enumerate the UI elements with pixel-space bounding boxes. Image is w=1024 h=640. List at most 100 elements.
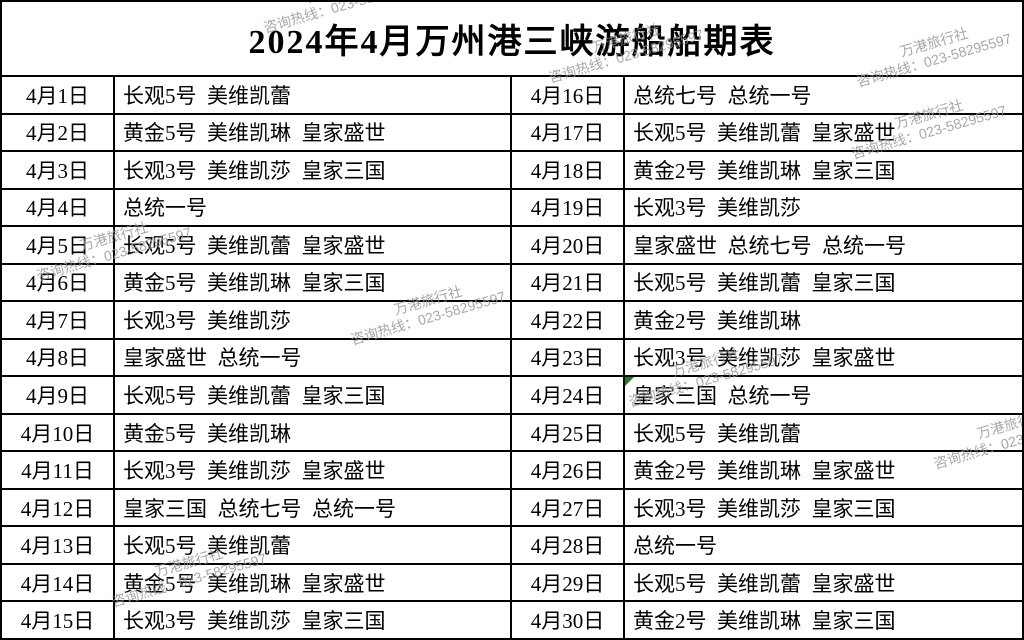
ship-names-text: 黄金5号 美维凯琳 皇家盛世 [123,571,386,596]
ship-names-text: 长观3号 美维凯莎 皇家三国 [633,496,896,521]
ship-names-text: 长观3号 美维凯莎 皇家三国 [123,609,386,634]
schedule-row: 4月10日 黄金5号 美维凯琳 [2,414,510,453]
ships-cell: 长观3号 美维凯莎 皇家盛世 [115,452,510,488]
date-cell: 4月17日 [512,114,625,151]
ships-cell: 黄金5号 美维凯琳 皇家盛世 [115,115,510,151]
ship-names-text: 皇家三国 总统一号 [633,384,812,409]
ships-cell: 长观3号 美维凯莎 [115,302,510,338]
ship-names-text: 长观5号 美维凯蕾 皇家盛世 [633,121,896,146]
ship-names-text: 黄金5号 美维凯琳 皇家盛世 [123,121,386,146]
date-cell: 4月23日 [512,339,625,376]
ships-cell: 皇家盛世 总统一号 [115,340,510,376]
schedule-row: 4月30日 黄金2号 美维凯琳 皇家三国 [512,602,1022,638]
ships-cell: 黄金2号 美维凯琳 [625,302,1022,338]
date-cell: 4月3日 [2,152,115,188]
schedule-row: 4月5日 长观5号 美维凯蕾 皇家盛世 [2,227,510,265]
ships-cell: 皇家盛世 总统七号 总统一号 [625,227,1022,263]
date-cell: 4月11日 [2,452,115,488]
schedule-row: 4月9日 长观5号 美维凯蕾 皇家三国 [2,377,510,415]
ships-cell: 长观5号 美维凯蕾 皇家三国 [115,377,510,413]
schedule-row: 4月12日 皇家三国 总统七号 总统一号 [2,489,510,528]
ships-cell: 黄金2号 美维凯琳 皇家三国 [625,152,1022,188]
ship-names-text: 长观3号 美维凯莎 皇家盛世 [123,459,386,484]
ships-cell: 长观3号 美维凯莎 皇家三国 [115,152,510,188]
ships-cell: 长观5号 美维凯蕾 皇家盛世 [625,115,1022,151]
schedule-column-first-half: 4月1日 长观5号 美维凯蕾 4月2日 黄金5号 美维凯琳 皇家盛世 4月3日 … [2,77,512,638]
ships-cell: 黄金5号 美维凯琳 皇家三国 [115,265,510,301]
schedule-row: 4月7日 长观3号 美维凯莎 [2,302,510,340]
date-cell: 4月24日 [512,377,625,413]
schedule-row: 4月22日 黄金2号 美维凯琳 [512,302,1022,340]
date-cell: 4月4日 [2,189,115,226]
date-cell: 4月21日 [512,264,625,301]
ships-cell: 总统一号 [115,190,510,226]
schedule-row: 4月21日 长观5号 美维凯蕾 皇家三国 [512,264,1022,303]
ship-names-text: 长观3号 美维凯莎 皇家三国 [123,158,386,183]
schedule-row: 4月15日 长观3号 美维凯莎 皇家三国 [2,602,510,638]
schedule-row: 4月26日 黄金2号 美维凯琳 皇家盛世 [512,452,1022,490]
date-cell: 4月19日 [512,189,625,226]
date-cell: 4月7日 [2,302,115,338]
date-cell: 4月15日 [2,602,115,638]
schedule-column-second-half: 4月16日 总统七号 总统一号 4月17日 长观5号 美维凯蕾 皇家盛世 4月1… [512,77,1022,638]
date-cell: 4月25日 [512,414,625,451]
ship-names-text: 黄金5号 美维凯琳 皇家三国 [123,271,386,296]
ship-names-text: 皇家盛世 总统七号 总统一号 [633,233,906,258]
ship-names-text: 黄金2号 美维凯琳 皇家三国 [633,158,896,183]
ship-names-text: 长观5号 美维凯蕾 [123,534,291,559]
ship-names-text: 黄金2号 美维凯琳 [633,308,801,333]
ships-cell: 长观5号 美维凯蕾 [115,527,510,563]
ship-names-text: 长观5号 美维凯蕾 皇家盛世 [633,571,896,596]
date-cell: 4月5日 [2,227,115,263]
ships-cell: 长观5号 美维凯蕾 皇家盛世 [625,565,1022,601]
schedule-row: 4月1日 长观5号 美维凯蕾 [2,77,510,115]
schedule-row: 4月13日 长观5号 美维凯蕾 [2,527,510,565]
schedule-row: 4月6日 黄金5号 美维凯琳 皇家三国 [2,264,510,303]
ships-cell: 总统七号 总统一号 [625,77,1022,113]
ships-cell: 皇家三国 总统一号 [625,377,1022,413]
date-cell: 4月18日 [512,152,625,188]
date-cell: 4月30日 [512,602,625,638]
ship-names-text: 长观3号 美维凯莎 [633,196,801,221]
ship-names-text: 黄金2号 美维凯琳 皇家三国 [633,609,896,634]
schedule-row: 4月14日 黄金5号 美维凯琳 皇家盛世 [2,564,510,603]
ship-names-text: 长观5号 美维凯蕾 [633,421,801,446]
date-cell: 4月1日 [2,77,115,113]
schedule-row: 4月19日 长观3号 美维凯莎 [512,189,1022,228]
ship-names-text: 长观5号 美维凯蕾 皇家盛世 [123,233,386,258]
ships-cell: 长观3号 美维凯莎 皇家三国 [625,490,1022,526]
schedule-row: 4月4日 总统一号 [2,189,510,228]
ship-names-text: 总统一号 [633,534,717,559]
date-cell: 4月6日 [2,264,115,301]
ships-cell: 长观3号 美维凯莎 皇家盛世 [625,340,1022,376]
ships-cell: 黄金2号 美维凯琳 皇家三国 [625,602,1022,638]
schedule-row: 4月18日 黄金2号 美维凯琳 皇家三国 [512,152,1022,190]
date-cell: 4月13日 [2,527,115,563]
schedule-row: 4月16日 总统七号 总统一号 [512,77,1022,115]
ships-cell: 皇家三国 总统七号 总统一号 [115,490,510,526]
ships-cell: 黄金5号 美维凯琳 [115,415,510,451]
ship-names-text: 黄金2号 美维凯琳 皇家盛世 [633,459,896,484]
schedule-row: 4月27日 长观3号 美维凯莎 皇家三国 [512,489,1022,528]
ship-names-text: 皇家三国 总统七号 总统一号 [123,496,396,521]
schedule-row: 4月20日 皇家盛世 总统七号 总统一号 [512,227,1022,265]
ships-cell: 长观5号 美维凯蕾 皇家三国 [625,265,1022,301]
schedule-row: 4月29日 长观5号 美维凯蕾 皇家盛世 [512,564,1022,603]
date-cell: 4月16日 [512,77,625,113]
date-cell: 4月22日 [512,302,625,338]
ships-cell: 长观5号 美维凯蕾 [625,415,1022,451]
date-cell: 4月29日 [512,564,625,601]
page-title: 2024年4月万州港三峡游船船期表 [2,2,1022,77]
schedule-row: 4月3日 长观3号 美维凯莎 皇家三国 [2,152,510,190]
date-cell: 4月28日 [512,527,625,563]
ship-names-text: 长观3号 美维凯莎 皇家盛世 [633,346,896,371]
schedule-row: 4月8日 皇家盛世 总统一号 [2,339,510,378]
date-cell: 4月12日 [2,489,115,526]
ship-names-text: 黄金5号 美维凯琳 [123,421,291,446]
date-cell: 4月27日 [512,489,625,526]
schedule-row: 4月25日 长观5号 美维凯蕾 [512,414,1022,453]
ship-names-text: 总统一号 [123,196,207,221]
ships-cell: 黄金2号 美维凯琳 皇家盛世 [625,452,1022,488]
ships-cell: 总统一号 [625,527,1022,563]
